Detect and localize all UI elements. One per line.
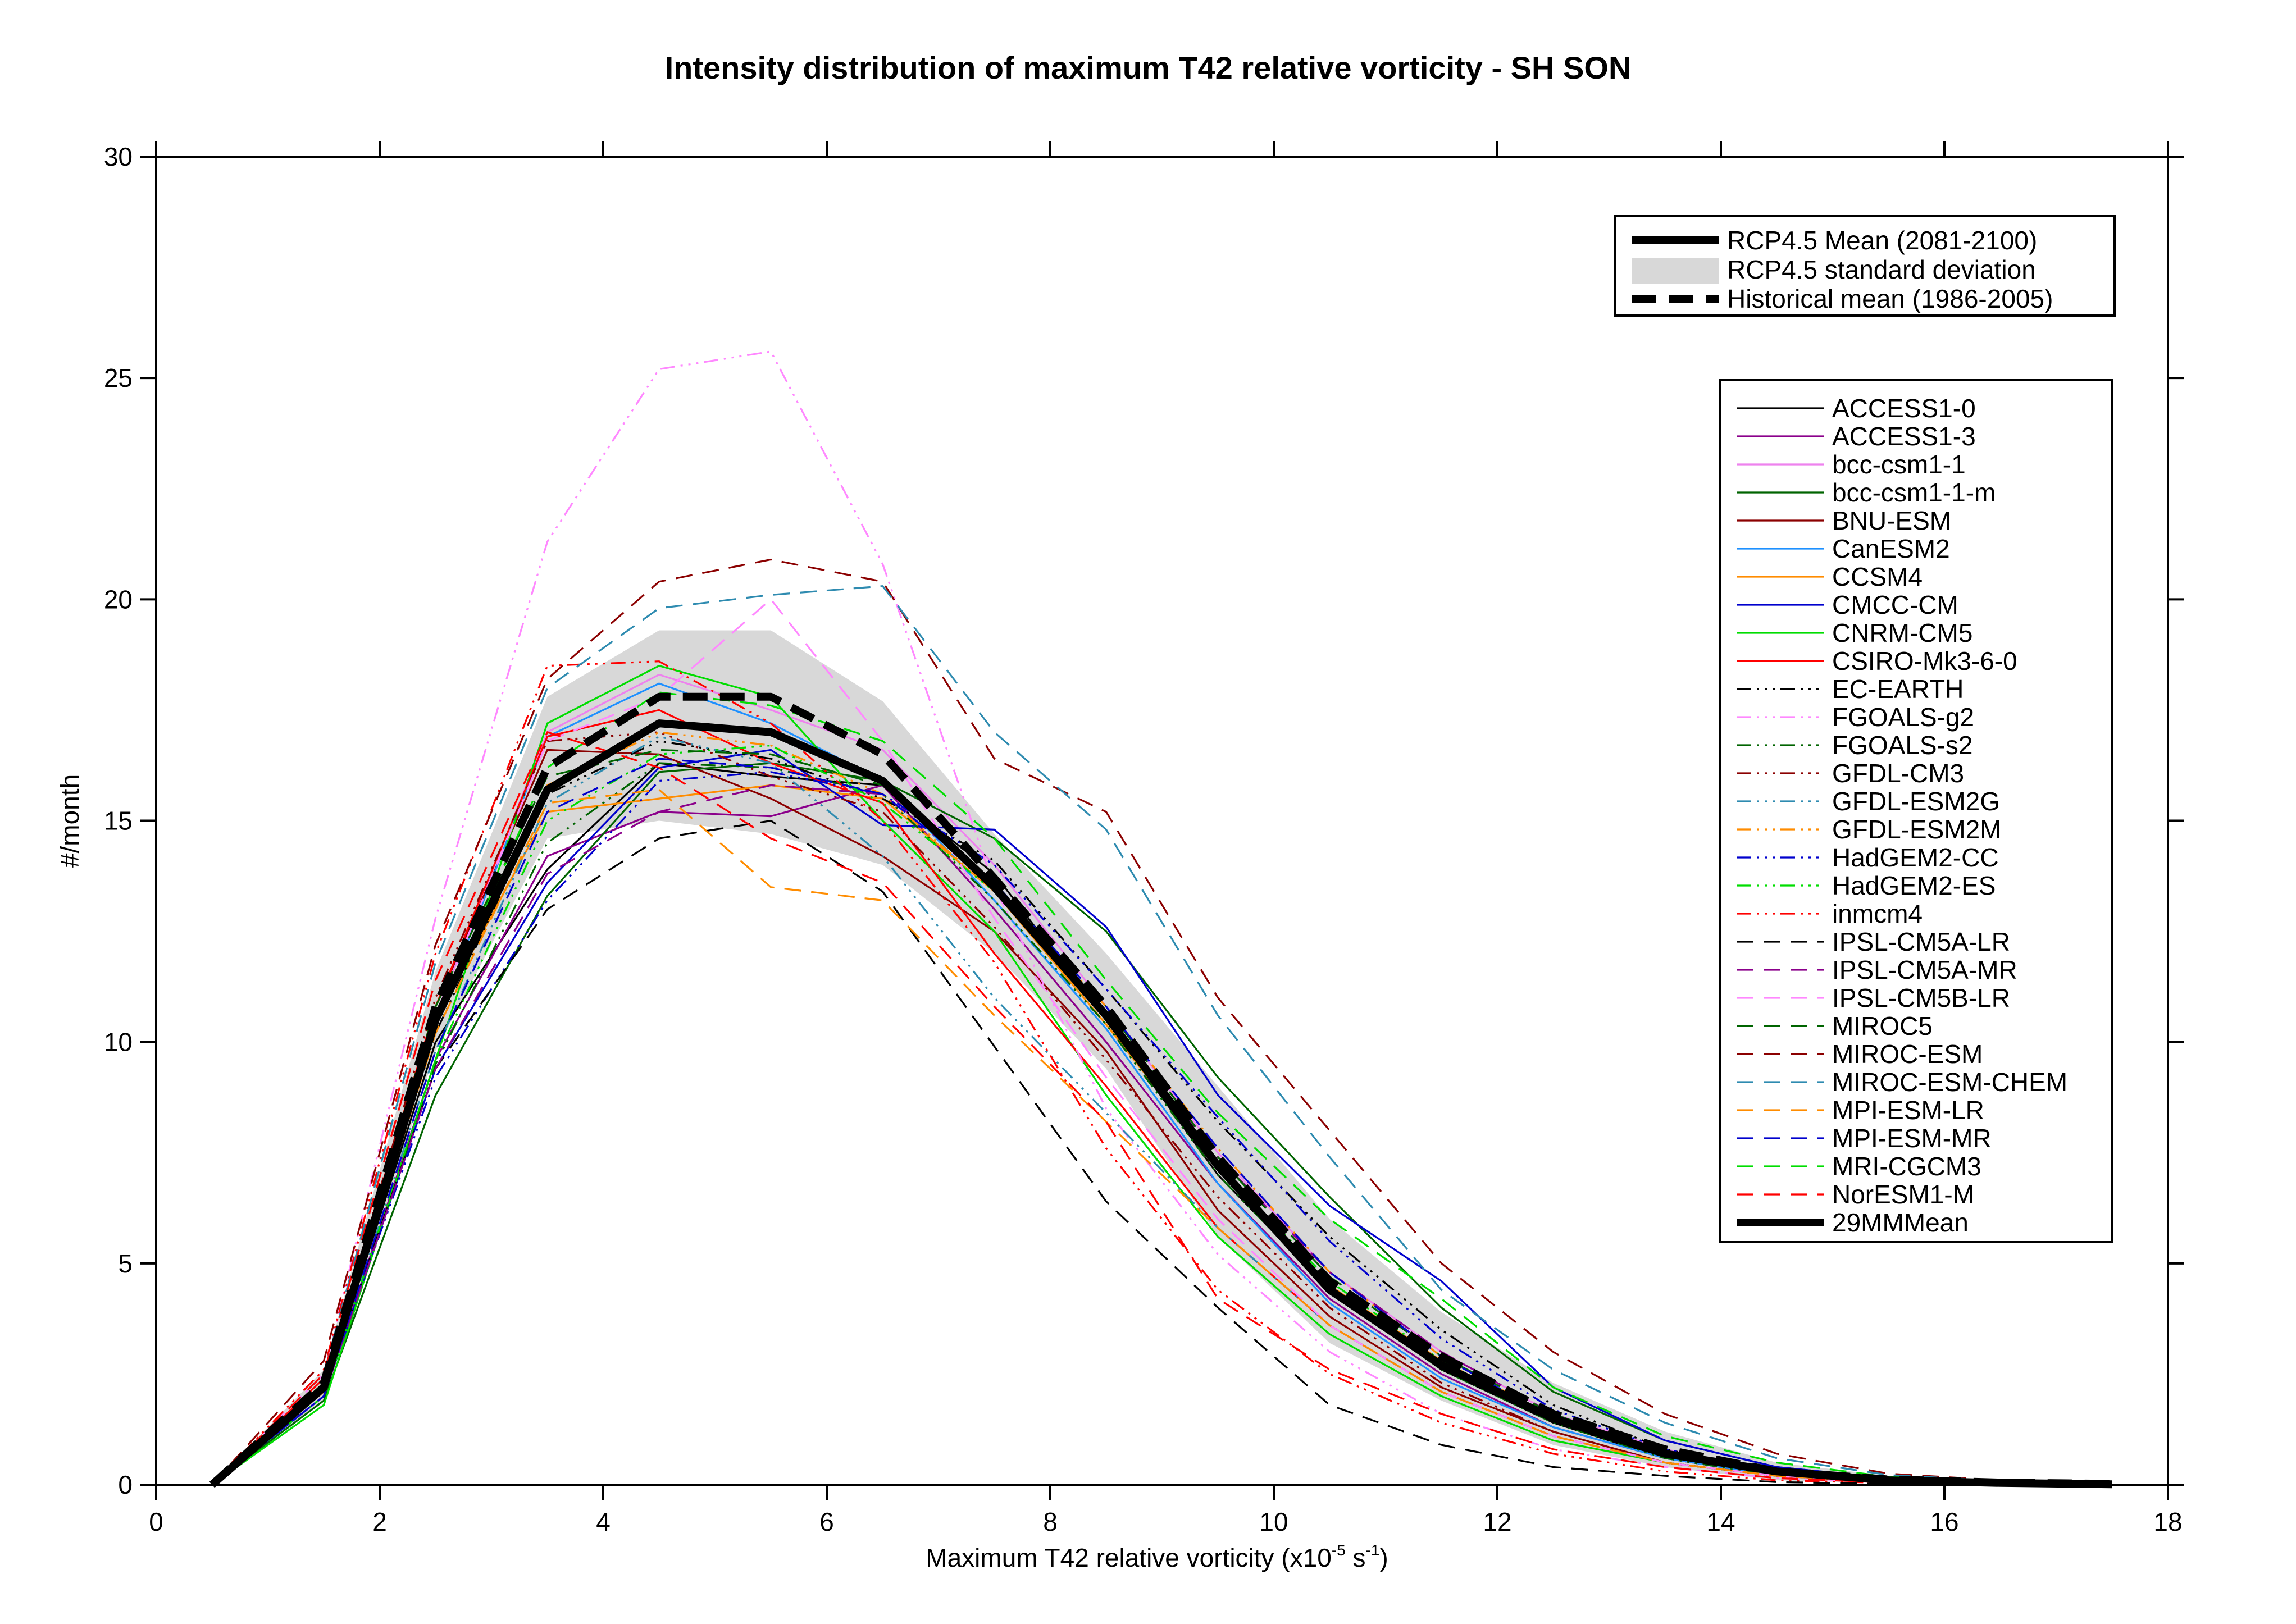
top-legend: RCP4.5 Mean (2081-2100) RCP4.5 standard … xyxy=(1614,215,2116,317)
legend-label-miroc-esm: MIROC-ESM xyxy=(1832,1039,1983,1069)
x-tick-label: 14 xyxy=(1706,1507,1735,1536)
x-tick-label: 12 xyxy=(1483,1507,1511,1536)
rcp45-mean-line xyxy=(209,719,2112,1489)
series-line-ipsl-cm5a-lr xyxy=(211,819,2112,1486)
series-line-miroc-esm xyxy=(211,558,2112,1486)
legend-label-hadgem2-es: HadGEM2-ES xyxy=(1832,871,1996,900)
legend-label-bcc-csm1-1: bcc-csm1-1 xyxy=(1832,450,1966,479)
legend-rcp-mean-label: RCP4.5 Mean (2081-2100) xyxy=(1727,226,2037,255)
legend-label-mri-cgcm3: MRI-CGCM3 xyxy=(1832,1152,1981,1181)
x-tick-label: 10 xyxy=(1259,1507,1288,1536)
legend-label-bcc-csm1-1-m: bcc-csm1-1-m xyxy=(1832,478,1996,507)
legend-label-miroc-esm-chem: MIROC-ESM-CHEM xyxy=(1832,1068,2067,1097)
x-tick-label: 6 xyxy=(819,1507,834,1536)
tick-layer: 0 2 4 6 8 10 12 14 16 18 0 5 10 15 20 25 30 xyxy=(104,141,2184,1536)
model-legend: ACCESS1-0ACCESS1-3bcc-csm1-1bcc-csm1-1-m… xyxy=(1719,379,2113,1243)
legend-label-noresm1-m: NorESM1-M xyxy=(1832,1180,1974,1209)
legend-label-gfdl-esm2m: GFDL-ESM2M xyxy=(1832,815,2002,844)
legend-label-cnrm-cm5: CNRM-CM5 xyxy=(1832,618,1972,647)
y-tick-label: 15 xyxy=(104,806,133,836)
x-tick-label: 0 xyxy=(149,1507,163,1536)
y-tick-label: 5 xyxy=(118,1249,133,1278)
legend-label-ipsl-cm5a-mr: IPSL-CM5A-MR xyxy=(1832,955,2017,984)
mean-lines-layer xyxy=(209,692,2112,1489)
series-line-miroc-esm-chem xyxy=(211,585,2112,1486)
legend-label-miroc5: MIROC5 xyxy=(1832,1011,1933,1041)
y-tick-label: 20 xyxy=(104,585,133,614)
legend-label-access1-0: ACCESS1-0 xyxy=(1832,394,1976,423)
x-tick-label: 2 xyxy=(372,1507,387,1536)
legend-label-fgoals-g2: FGOALS-g2 xyxy=(1832,702,1974,732)
model-legend-items: ACCESS1-0ACCESS1-3bcc-csm1-1bcc-csm1-1-m… xyxy=(1737,394,2067,1237)
legend-label-ipsl-cm5b-lr: IPSL-CM5B-LR xyxy=(1832,983,2010,1012)
legend-label-mpi-esm-mr: MPI-ESM-MR xyxy=(1832,1124,1992,1153)
legend-label-hadgem2-cc: HadGEM2-CC xyxy=(1832,843,1999,872)
legend-label-ipsl-cm5a-lr: IPSL-CM5A-LR xyxy=(1832,927,2010,956)
legend-label-gfdl-cm3: GFDL-CM3 xyxy=(1832,759,1964,788)
legend-label-inmcm4: inmcm4 xyxy=(1832,899,1923,928)
legend-label-gfdl-esm2g: GFDL-ESM2G xyxy=(1832,787,2000,816)
std-deviation-band xyxy=(212,630,2112,1485)
legend-label-29mmmean: 29MMMean xyxy=(1832,1208,1969,1237)
legend-label-mpi-esm-lr: MPI-ESM-LR xyxy=(1832,1096,1984,1125)
y-tick-label: 0 xyxy=(118,1470,133,1499)
legend-historical-label: Historical mean (1986-2005) xyxy=(1727,284,2053,313)
y-tick-label: 10 xyxy=(104,1028,133,1057)
legend-label-ccsm4: CCSM4 xyxy=(1832,562,1923,591)
legend-label-fgoals-s2: FGOALS-s2 xyxy=(1832,731,1973,760)
legend-label-cmcc-cm: CMCC-CM xyxy=(1832,590,1958,619)
x-tick-label: 18 xyxy=(2153,1507,2182,1536)
y-tick-label: 30 xyxy=(104,142,133,171)
legend-label-ec-earth: EC-EARTH xyxy=(1832,674,1964,704)
y-tick-label: 25 xyxy=(104,363,133,393)
chart-title: Intensity distribution of maximum T42 re… xyxy=(665,50,1632,85)
x-axis-label: Maximum T42 relative vorticity (x10-5 s-… xyxy=(926,1541,1388,1572)
legend-std-band-label: RCP4.5 standard deviation xyxy=(1727,255,2036,284)
legend-label-access1-3: ACCESS1-3 xyxy=(1832,422,1976,451)
series-line-gfdl-esm2g xyxy=(211,736,2112,1486)
x-tick-label: 4 xyxy=(596,1507,611,1536)
std-deviation-band-layer xyxy=(212,630,2112,1485)
legend-label-bnu-esm: BNU-ESM xyxy=(1832,506,1951,535)
x-tick-label: 8 xyxy=(1043,1507,1058,1536)
legend-label-canesm2: CanESM2 xyxy=(1832,534,1950,563)
legend-label-csiro-mk3-6-0: CSIRO-Mk3-6-0 xyxy=(1832,646,2017,676)
series-line-mpi-esm-lr xyxy=(211,788,2112,1486)
legend-std-band-swatch xyxy=(1632,258,1719,284)
series-line-noresm1-m xyxy=(211,731,2112,1486)
x-tick-label: 16 xyxy=(1930,1507,1958,1536)
y-axis-label: #/month xyxy=(55,774,84,868)
